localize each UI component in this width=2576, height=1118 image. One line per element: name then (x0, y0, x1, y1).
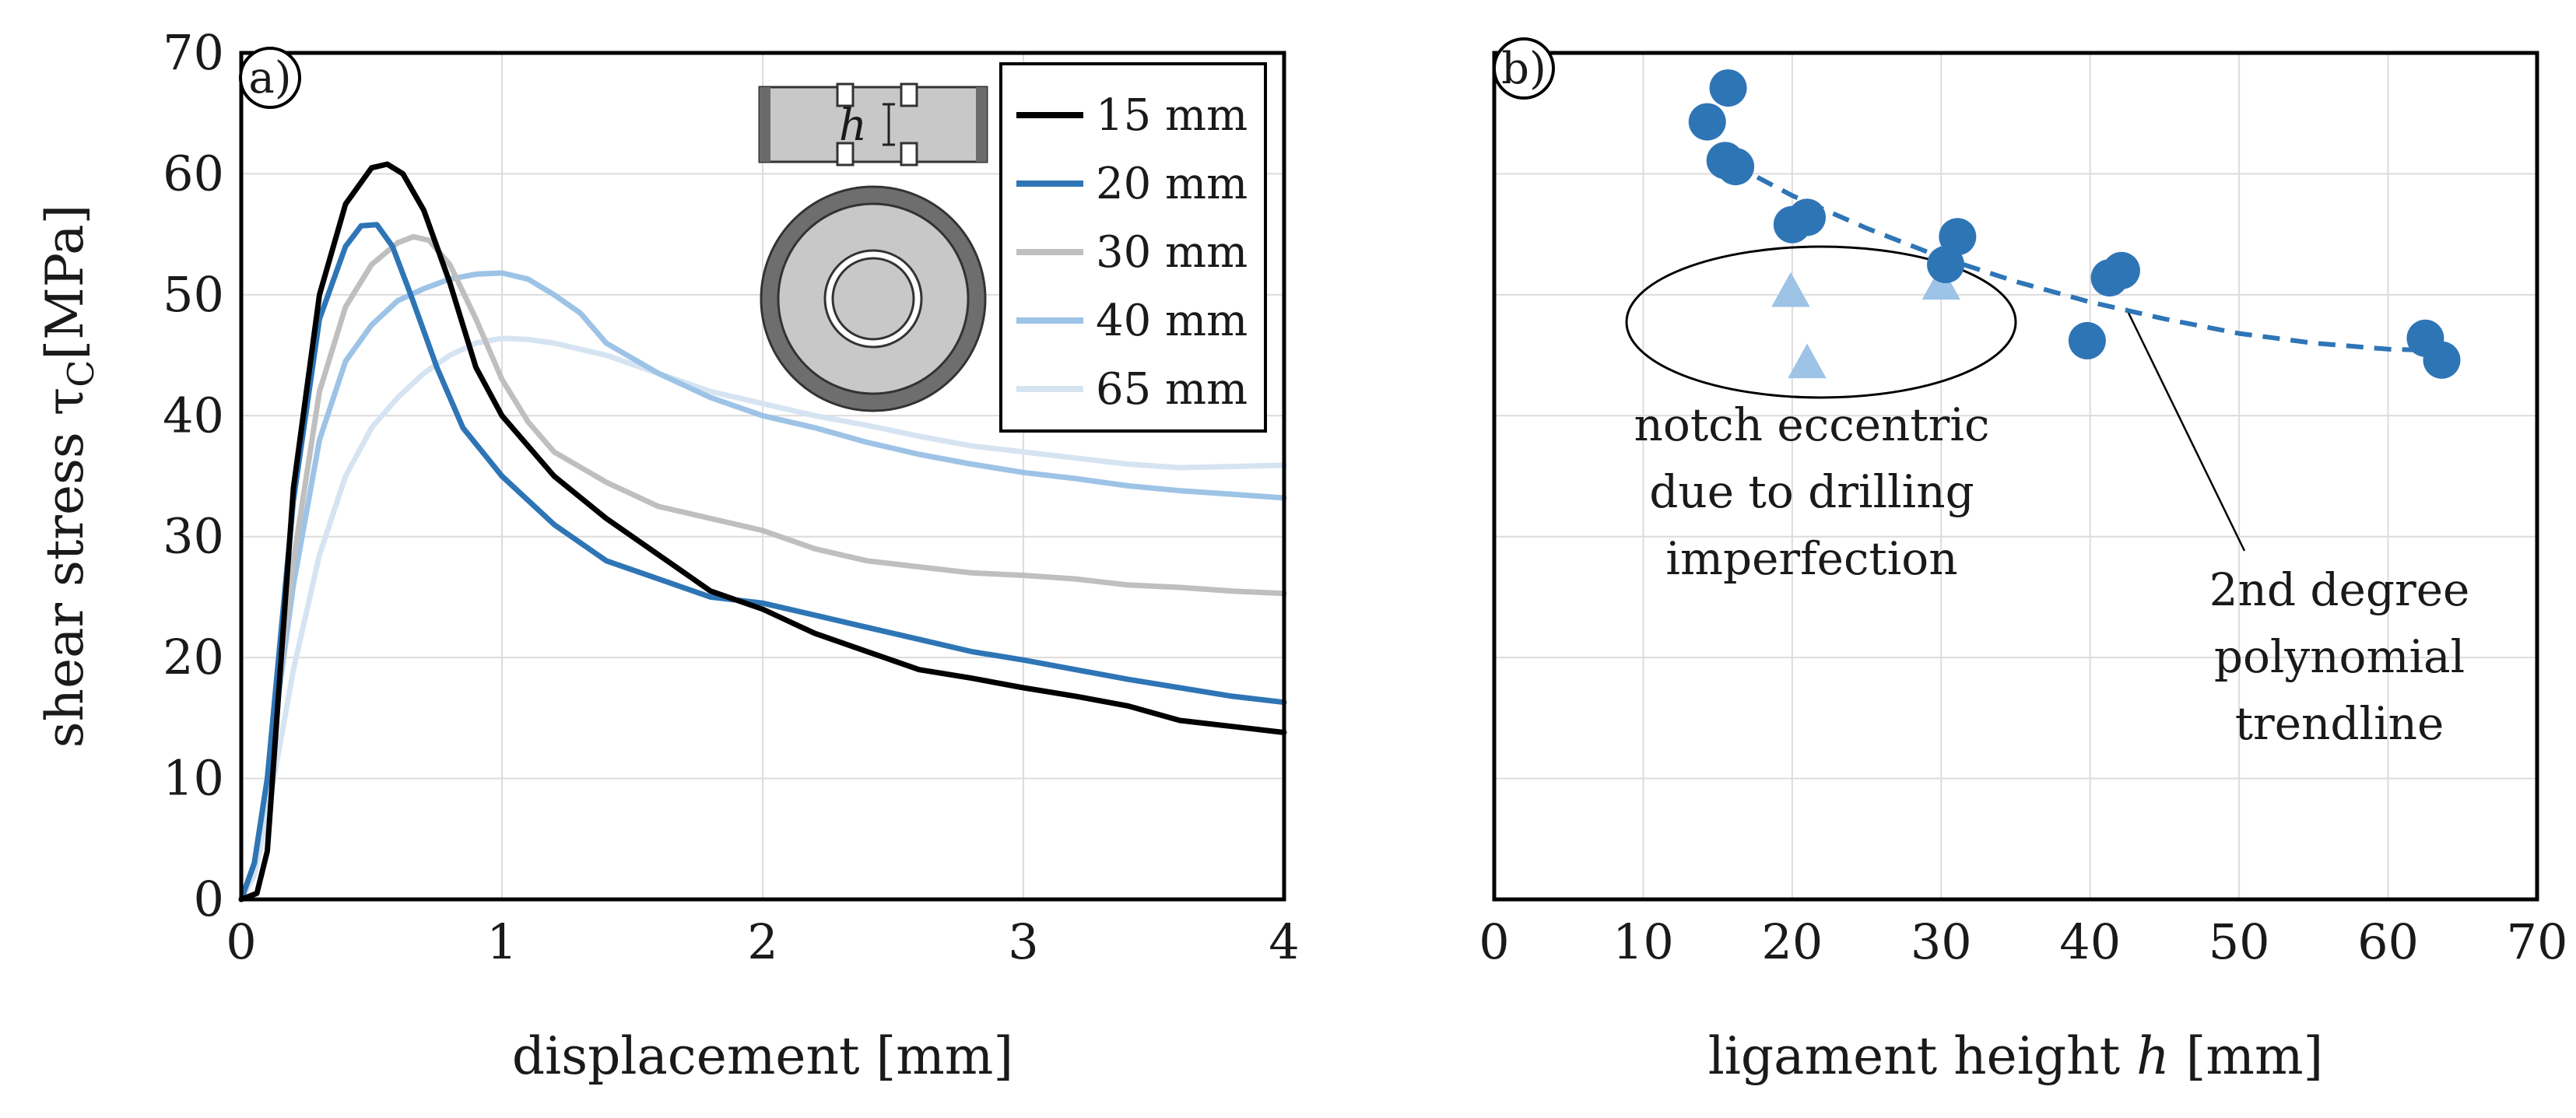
specimen-side-view-icon: h (758, 82, 988, 166)
series-line-65mm (238, 335, 1287, 902)
circle-point (2068, 321, 2106, 359)
series-line-15mm (238, 161, 1287, 902)
panel-a-y-axis-label: shear stress τC[MPa] (35, 205, 102, 748)
legend-label-65mm: 65 mm (1096, 364, 1248, 415)
trendline-annotation-line-3: trendline (2235, 697, 2444, 750)
panel-a-y-tick-label: 60 (163, 145, 224, 202)
panel-b-x-tick-label: 60 (2357, 913, 2419, 970)
panel-a-y-tick-label: 70 (163, 24, 224, 81)
triangle-point (1771, 272, 1810, 307)
series-line-30mm (238, 233, 1287, 902)
circle-point (1717, 148, 1755, 186)
trendline-annotation-line-2: polynomial (2214, 630, 2465, 683)
panel-b-x-tick-label: 40 (2059, 913, 2121, 970)
panel-a-y-tick-label: 10 (163, 750, 224, 807)
circle-point (1709, 69, 1747, 107)
panel-b-series (1688, 69, 2461, 379)
notch-annotation-line-1: notch eccentric (1634, 398, 1990, 451)
panel-a-x-tick-label: 3 (1008, 913, 1038, 970)
notch-annotation-line-2: due to drilling (1649, 465, 1974, 518)
notch-ellipse (1625, 245, 2017, 399)
panel-b: 0 10 20 30 40 50 60 70 b) notch eccentric due t… (1479, 37, 2567, 1086)
circle-point (1788, 198, 1826, 237)
y-axis-label-main: shear stress τ (35, 387, 95, 748)
panel-b-label: b) (1493, 37, 1555, 100)
panel-b-x-tick-label: 0 (1479, 913, 1509, 970)
x-axis-label-main: ligament height (1708, 1026, 2136, 1086)
circle-point (2423, 341, 2461, 379)
panel-a-x-ticks: 0 1 2 3 4 (226, 913, 1299, 970)
circle-point (1688, 103, 1726, 141)
panel-a-y-ticks: 0 10 20 30 40 50 60 70 (163, 24, 224, 927)
panel-a-x-tick-label: 4 (1269, 913, 1299, 970)
panel-b-x-ticks: 0 10 20 30 40 50 60 70 (1479, 913, 2567, 970)
panel-a-y-tick-label: 40 (163, 387, 224, 443)
trendline-dashed (1731, 162, 2434, 353)
triangle-point (1788, 343, 1827, 379)
inset-h-label: h (839, 100, 867, 151)
panel-a-label: a) (239, 47, 301, 109)
panel-a-frame (239, 51, 1286, 902)
circle-point (1939, 218, 1977, 256)
panel-a: 0 10 20 30 40 50 60 70 0 1 2 3 4 h (35, 24, 1300, 1086)
circle-point (2102, 251, 2140, 289)
notch-annotation-line-3: imperfection (1665, 532, 1957, 585)
panel-b-x-tick-label: 20 (1761, 913, 1823, 970)
x-axis-label-unit: [mm] (2170, 1026, 2324, 1086)
panel-a-x-tick-label: 2 (747, 913, 777, 970)
panel-b-x-axis-label: ligament height h [mm] (1708, 1026, 2324, 1086)
y-axis-label-unit: [MPa] (35, 205, 95, 360)
legend-label-40mm: 40 mm (1096, 296, 1248, 346)
panel-b-x-tick-label: 30 (1911, 913, 1972, 970)
trendline-annotation-line-1: 2nd degree (2209, 563, 2470, 616)
series-line-20mm (238, 222, 1287, 902)
series-line-40mm (238, 270, 1287, 902)
panel-a-label-text: a) (248, 53, 291, 103)
trendline-leader (2125, 307, 2246, 552)
trendline-annotation: 2nd degree polynomial trendline (2209, 563, 2470, 750)
panel-b-x-tick-label: 50 (2209, 913, 2270, 970)
panel-a-x-tick-label: 0 (226, 913, 256, 970)
panel-b-x-tick-label: 10 (1613, 913, 1674, 970)
panel-a-x-axis-label: displacement [mm] (512, 1026, 1013, 1086)
panel-b-frame (1492, 51, 2539, 902)
panel-a-y-tick-label: 50 (163, 266, 224, 323)
legend-label-15mm: 15 mm (1096, 90, 1248, 141)
legend-label-30mm: 30 mm (1096, 227, 1248, 278)
panel-b-label-text: b) (1501, 44, 1546, 94)
specimen-inset: h (758, 82, 988, 412)
specimen-cross-section-icon (760, 185, 987, 412)
panel-a-series (238, 161, 1287, 902)
panel-a-y-tick-label: 20 (163, 629, 224, 685)
legend: 15 mm 20 mm 30 mm 40 mm 65 mm (999, 62, 1267, 433)
x-axis-label-variable: h (2136, 1026, 2170, 1086)
panel-b-x-tick-label: 70 (2507, 913, 2568, 970)
panel-a-x-tick-label: 1 (486, 913, 517, 970)
panel-a-y-tick-label: 0 (194, 871, 224, 927)
legend-label-20mm: 20 mm (1096, 159, 1248, 209)
y-axis-label-subscript: C (60, 360, 102, 387)
notch-annotation: notch eccentric due to drilling imperfec… (1634, 398, 1990, 585)
panel-a-y-tick-label: 30 (163, 508, 224, 565)
legend-box (999, 62, 1267, 433)
